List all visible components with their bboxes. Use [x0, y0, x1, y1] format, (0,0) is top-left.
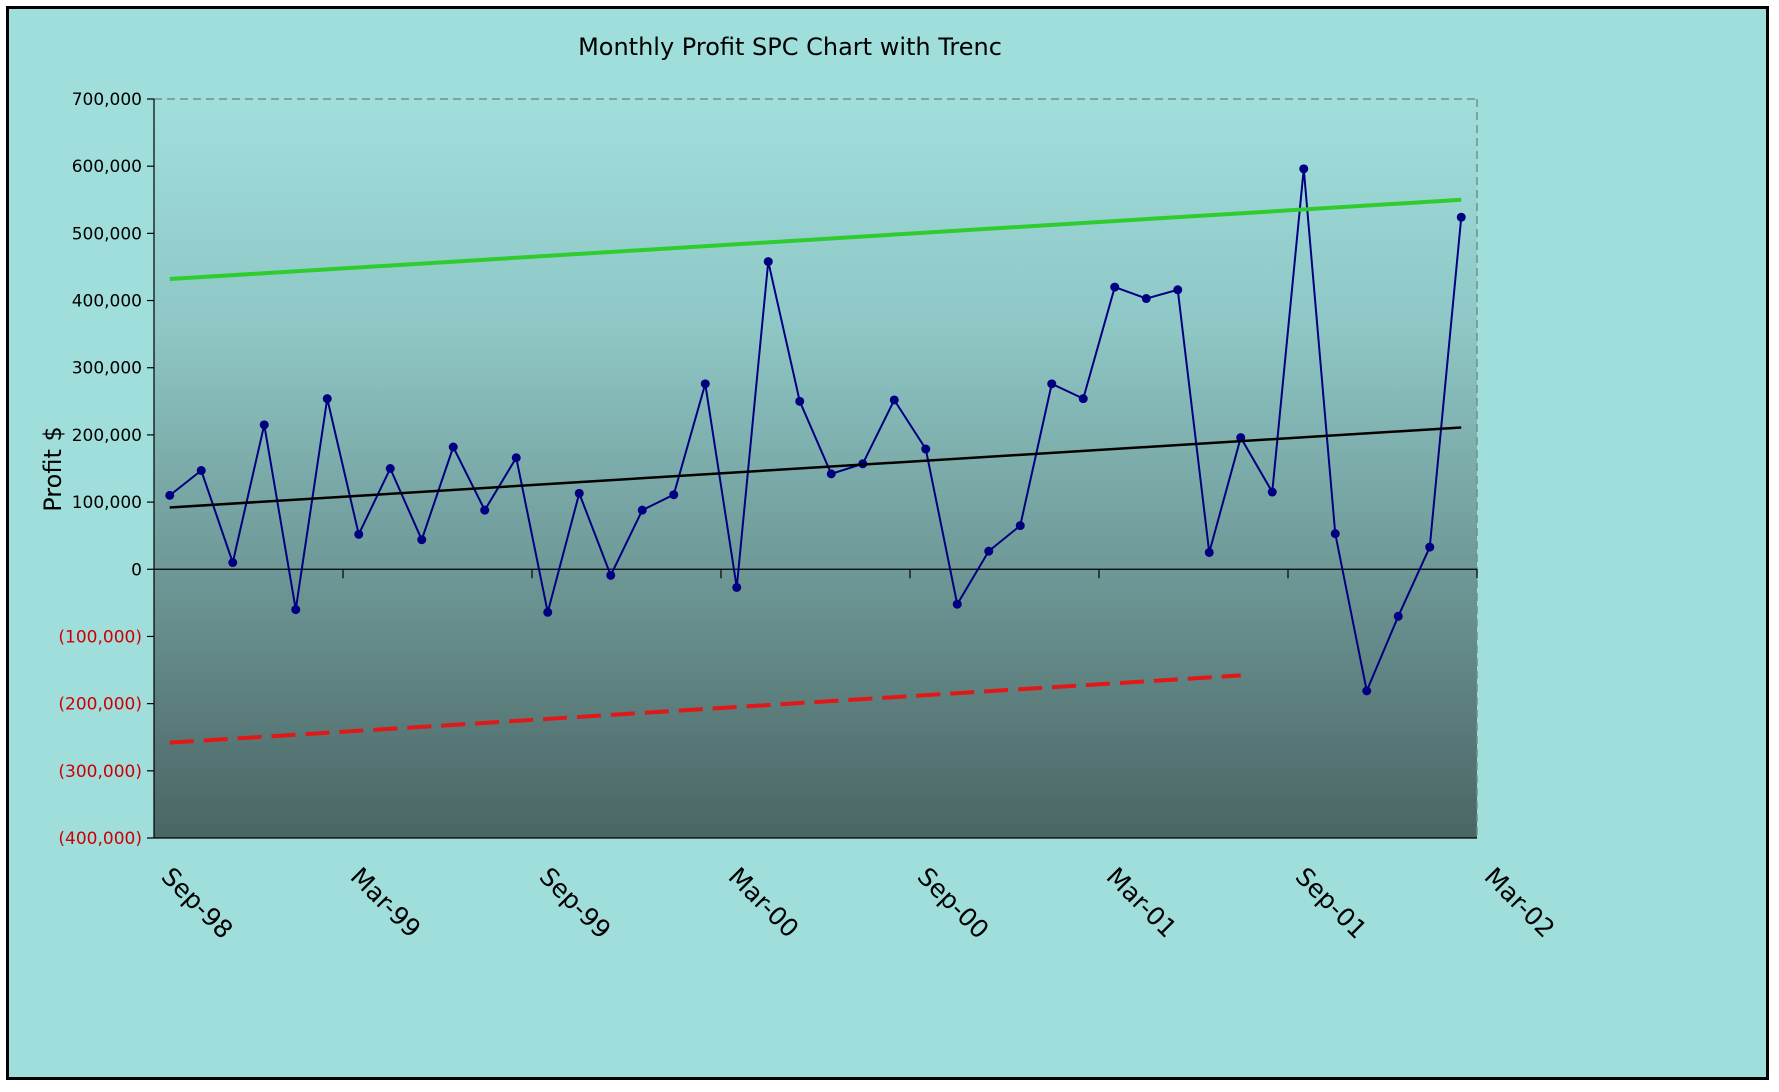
- chart-frame: 700,000 600,000 500,000 400,000 300,000 200,0…: [6, 6, 1769, 1080]
- profit-point: [889, 395, 899, 405]
- profit-point: [417, 535, 427, 545]
- y-tick-label: 300,000: [72, 359, 142, 379]
- profit-point: [606, 570, 616, 580]
- profit-point: [259, 420, 269, 430]
- profit-point: [291, 605, 301, 615]
- y-tick-label: 600,000: [72, 157, 142, 177]
- y-tick-label: 200,000: [72, 426, 142, 446]
- y-tick-label: (400,000): [58, 829, 142, 849]
- profit-point: [480, 505, 490, 515]
- y-tick-label: (200,000): [58, 695, 142, 715]
- profit-point: [1047, 379, 1057, 389]
- profit-point: [1173, 285, 1183, 295]
- y-tick-label: 400,000: [72, 292, 142, 312]
- y-tick-label: 500,000: [72, 224, 142, 244]
- lower-control-limit-line: [169, 673, 1241, 745]
- profit-point: [795, 396, 805, 406]
- profit-point: [984, 546, 994, 556]
- y-tick-label: (300,000): [58, 762, 142, 782]
- profit-point: [196, 466, 206, 476]
- profit-point: [669, 490, 679, 500]
- x-tick-label: Mar-01: [1101, 862, 1183, 944]
- chart: 700,000 600,000 500,000 400,000 300,000 200,0…: [39, 33, 1561, 945]
- profit-point: [228, 558, 238, 568]
- profit-point: [354, 529, 364, 539]
- profit-point: [732, 582, 742, 592]
- profit-point: [1015, 521, 1025, 531]
- profit-point: [637, 505, 647, 515]
- profit-point: [921, 444, 931, 454]
- profit-point: [952, 599, 962, 609]
- profit-point: [1078, 394, 1088, 404]
- profit-point: [1141, 294, 1151, 304]
- profit-point: [543, 607, 553, 617]
- profit-point: [1299, 164, 1309, 174]
- profit-point: [1267, 487, 1277, 497]
- profit-point: [1393, 611, 1403, 621]
- profit-point: [385, 464, 395, 473]
- upper-control-limit-line: [169, 197, 1462, 282]
- y-tick-label: 700,000: [72, 90, 142, 110]
- profit-point: [700, 379, 710, 389]
- profit-point: [1362, 686, 1372, 696]
- y-tick-label: (100,000): [58, 627, 142, 647]
- x-tick-label: Mar-00: [723, 862, 805, 944]
- profit-point: [1456, 212, 1466, 222]
- y-tick-label: 0: [131, 560, 142, 580]
- profit-point: [826, 469, 836, 479]
- x-tick-label: Sep-01: [1290, 862, 1373, 945]
- profit-series-line: [169, 168, 1463, 695]
- profit-point: [322, 394, 332, 404]
- chart-title: Monthly Profit SPC Chart with Trenc: [578, 33, 1002, 61]
- trend-line: [169, 426, 1462, 509]
- profit-point: [574, 488, 584, 498]
- profit-point: [763, 257, 773, 267]
- x-tick-label: Sep-00: [912, 862, 995, 945]
- y-axis-label: Profit $: [39, 426, 67, 512]
- profit-point: [511, 453, 521, 463]
- x-tick-label: Sep-98: [156, 862, 239, 945]
- profit-point: [1110, 282, 1120, 292]
- profit-point: [448, 442, 458, 452]
- profit-point: [1330, 529, 1340, 539]
- y-tick-label: 100,000: [72, 493, 142, 513]
- x-tick-label: Sep-99: [534, 862, 617, 945]
- x-tick-label: Mar-02: [1479, 862, 1561, 944]
- x-tick-label: Mar-99: [345, 862, 427, 944]
- profit-point: [1204, 547, 1214, 557]
- profit-point: [1425, 542, 1435, 552]
- profit-point: [165, 490, 175, 500]
